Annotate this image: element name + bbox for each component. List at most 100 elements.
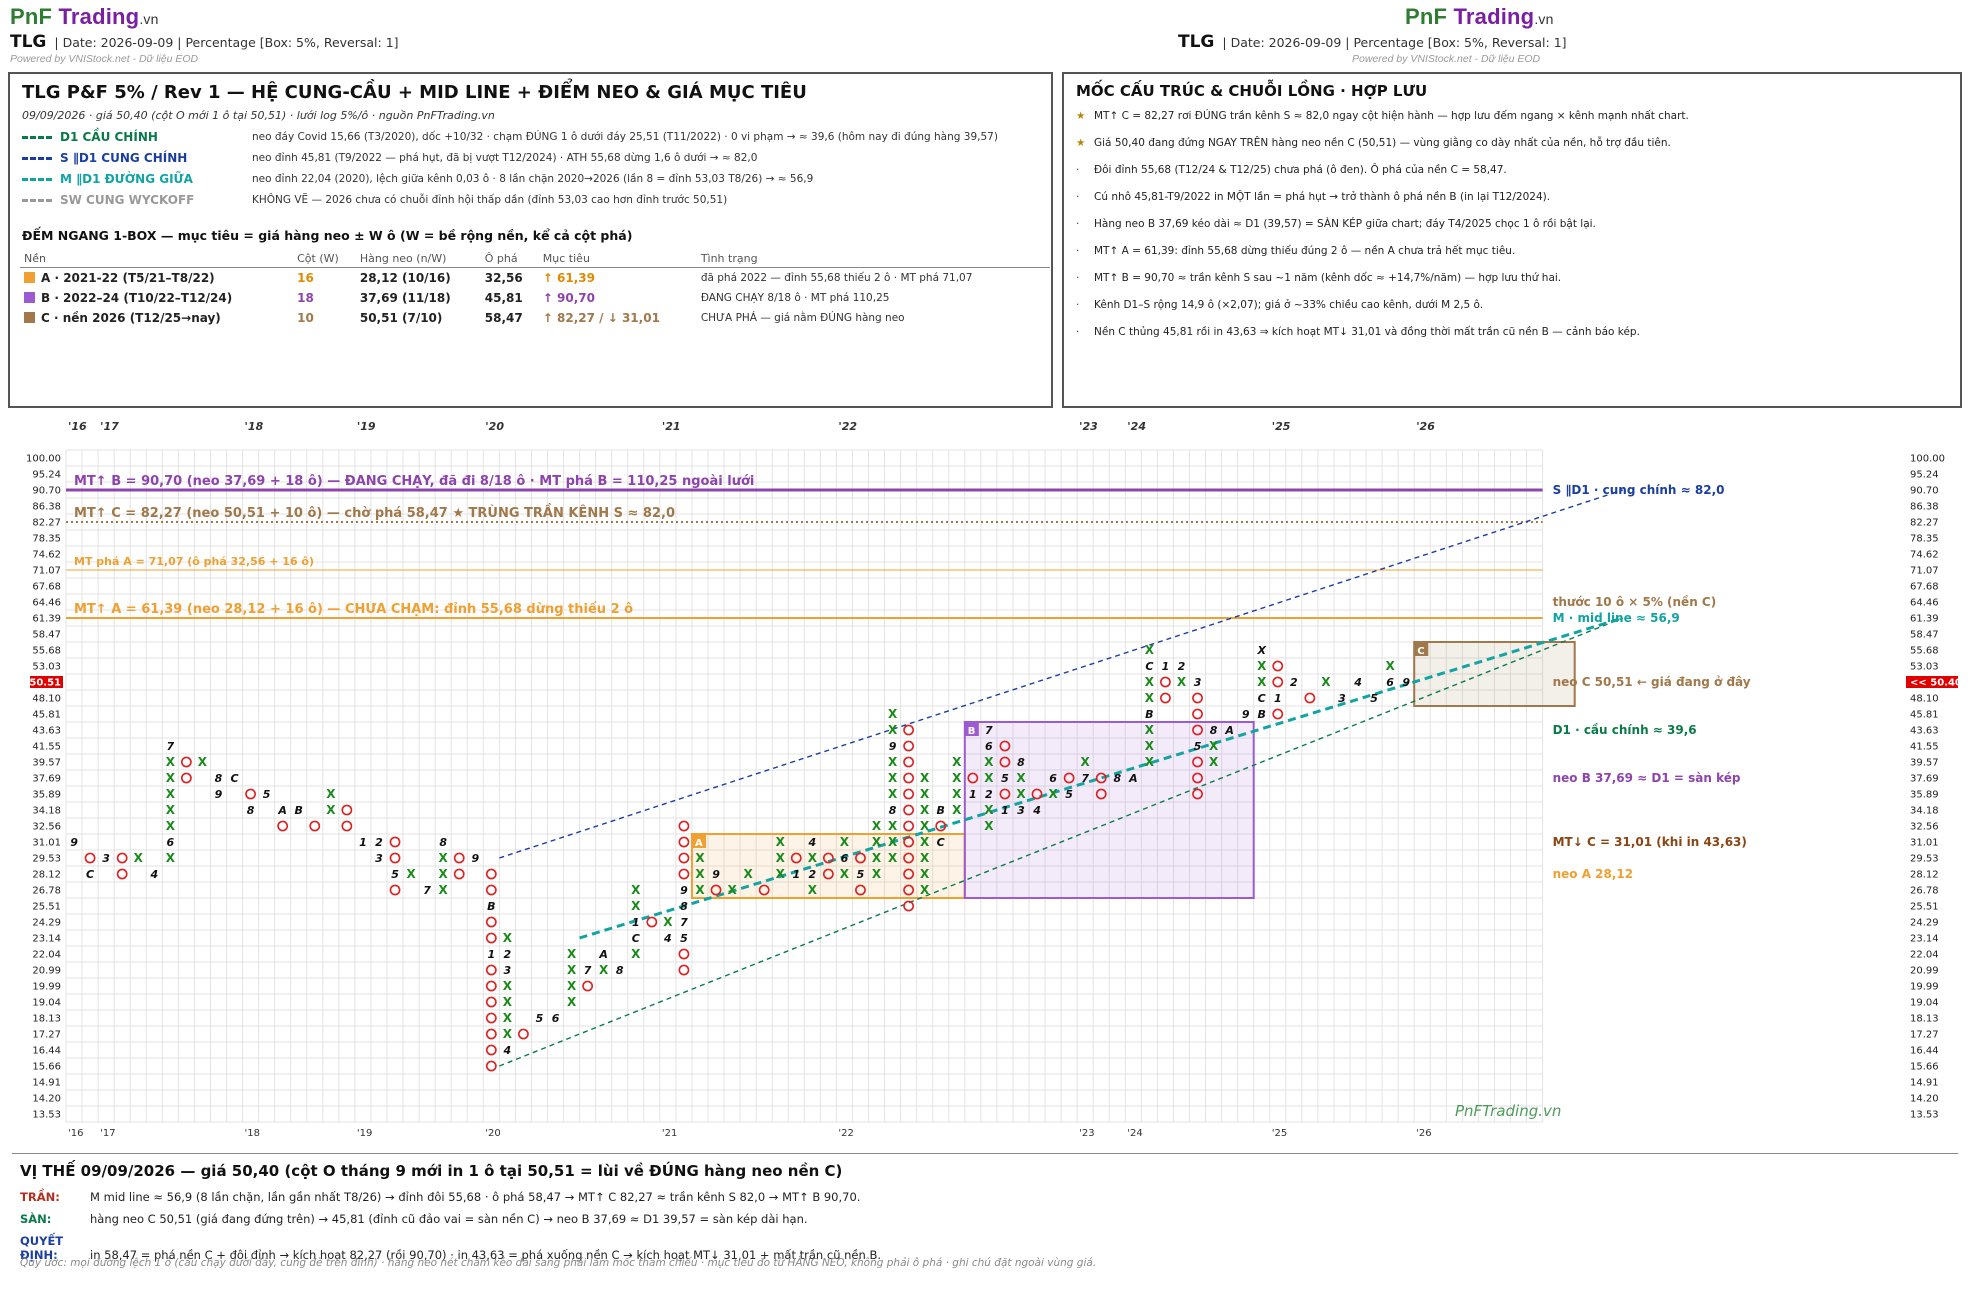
column-header: Nền (20, 250, 294, 268)
price-tick-label: 67.68 (1910, 582, 1939, 593)
structure-bullet: · Kênh D1–S rộng 14,9 ô (×2,07); giá ở ~3… (1076, 299, 1483, 311)
o-mark (678, 948, 690, 960)
o-mark (582, 980, 594, 992)
price-tick-label: 23.14 (32, 934, 61, 945)
base-zones: A B C (690, 641, 1576, 899)
x-mark: X (1048, 787, 1058, 801)
target-cell: ↑ 90,70 (542, 291, 595, 305)
x-mark: X (695, 883, 705, 897)
panel-subtitle: 09/09/2026 · giá 50,40 (cột O mới 1 ô tạ… (22, 109, 495, 122)
anchor-cell: 28,12 (10/16) (359, 271, 451, 285)
month-marker: 6 (1386, 676, 1394, 689)
month-marker: C (1145, 660, 1153, 673)
bullet-mark: · (1076, 218, 1080, 230)
o-mark (1272, 708, 1284, 720)
x-mark: X (166, 787, 176, 801)
line-swatch (22, 157, 52, 160)
price-tick-label: 64.46 (32, 598, 61, 609)
month-marker: 5 (536, 1012, 544, 1025)
month-marker: 3 (504, 964, 512, 977)
price-tick-label: 100.00 (26, 454, 61, 465)
right-line-label: S ∥D1 · cung chính ≈ 82,0 (1553, 483, 1725, 497)
structure-bullet: · Đôi đỉnh 55,68 (T12/24 & T12/25) chưa p… (1076, 164, 1507, 176)
right-line-label: neo A 28,12 (1553, 867, 1634, 881)
status-cell: ĐANG CHẠY 8/18 ô · MT phá 110,25 (700, 292, 890, 304)
x-mark: X (808, 851, 818, 865)
o-mark (389, 852, 401, 864)
x-mark: X (840, 835, 850, 849)
price-tick-label: 82.27 (1910, 518, 1939, 529)
year-label-top: '20 (485, 420, 504, 433)
o-mark (485, 1044, 497, 1056)
legend-label: M ∥D1 ĐƯỜNG GIỮA (60, 172, 193, 186)
price-tick-label: 86.38 (1910, 502, 1939, 513)
o-mark (855, 852, 866, 864)
x-mark: X (727, 883, 737, 897)
base-tag-label: C (1417, 646, 1424, 657)
status-cell: CHƯA PHÁ — giá nằm ĐÚNG hàng neo (700, 312, 905, 324)
price-tick-label: 43.63 (1910, 726, 1939, 737)
price-tick-label: 100.00 (1910, 454, 1945, 465)
column-header: Tình trạng (696, 250, 1050, 268)
x-mark: X (166, 819, 176, 833)
legend-desc: neo đỉnh 45,81 (T9/2022 — phá hụt, đã bị… (252, 152, 758, 164)
column-header: Mục tiêu (538, 250, 697, 268)
x-mark: X (952, 803, 962, 817)
month-marker: 8 (680, 900, 688, 913)
month-marker: B (1145, 708, 1153, 721)
x-mark: X (1145, 643, 1155, 657)
price-tick-label: 67.68 (32, 582, 61, 593)
legend-desc: KHÔNG VẼ — 2026 chưa có chuỗi đỉnh hội t… (252, 194, 728, 206)
powered-by-right: Powered by VNIStock.net - Dữ liệu EOD (1352, 53, 1541, 65)
month-marker: 9 (680, 884, 688, 897)
price-tick-label: 55.68 (1910, 646, 1939, 657)
year-label-top: '16 (68, 420, 87, 433)
position-label: QUYẾT ĐỊNH: (20, 1234, 64, 1262)
o-mark (903, 868, 915, 880)
bullet-text: Hàng neo B 37,69 kéo dài ≈ D1 (39,57) = … (1094, 218, 1596, 230)
price-tick-label: 78.35 (32, 534, 61, 545)
o-mark (341, 820, 353, 832)
o-mark (180, 756, 192, 768)
base-swatch (24, 292, 35, 303)
x-mark: X (888, 755, 898, 769)
price-axis-left: 100.00 95.24 90.70 86.38 82.27 78.35 74.62 71.0… (26, 454, 63, 1121)
panel-title: TLG P&F 5% / Rev 1 — HỆ CUNG-CẦU + MID L… (22, 82, 807, 103)
o-mark (999, 740, 1011, 752)
month-marker: 3 (1017, 804, 1025, 817)
chart-info-right: TLG | Date: 2026-09-09 | Percentage [Box… (1178, 32, 1567, 52)
o-mark (1192, 772, 1203, 784)
o-mark (710, 884, 722, 896)
o-mark (1192, 708, 1203, 720)
month-marker: 4 (149, 868, 158, 881)
base-tag (964, 722, 979, 736)
month-marker: 9 (471, 852, 479, 865)
month-marker: 1 (1162, 660, 1170, 673)
month-marker: 4 (1353, 676, 1362, 689)
month-marker: 7 (985, 724, 993, 737)
anchor-table: Nền Cột (W) Hàng neo (n/W) Ô phá Mục tiêu Tìn… (20, 250, 1050, 328)
table-row: A · 2021-22 (T5/21–T8/22) 16 28,12 (10/16)… (20, 268, 1050, 289)
month-marker: 3 (102, 852, 110, 865)
brand-logo-right: PnF Trading.vn (1405, 4, 1554, 29)
month-marker: 5 (391, 868, 399, 881)
price-tick-label: 15.66 (1910, 1062, 1939, 1073)
x-mark: X (503, 995, 513, 1009)
convention-note: Quy ước: mọi đường lệch 1 ô (cầu chạy dư… (20, 1257, 1097, 1269)
x-mark: X (1145, 739, 1155, 753)
x-mark: X (326, 803, 336, 817)
line-swatch (22, 178, 52, 181)
x-mark: X (840, 867, 850, 881)
year-label-top: '25 (1272, 420, 1291, 433)
month-marker: 5 (1065, 788, 1073, 801)
x-mark: X (1081, 755, 1091, 769)
o-mark (84, 852, 96, 864)
width-cell: 16 (297, 271, 314, 285)
date-label: Date: 2026-09-09 (1230, 35, 1342, 50)
o-mark (1272, 660, 1284, 672)
price-tick-label: 22.04 (1910, 950, 1939, 961)
month-marker: 5 (857, 868, 865, 881)
x-mark: X (631, 883, 641, 897)
month-marker: A (1224, 724, 1234, 737)
price-tick-label: 61.39 (1910, 614, 1939, 625)
